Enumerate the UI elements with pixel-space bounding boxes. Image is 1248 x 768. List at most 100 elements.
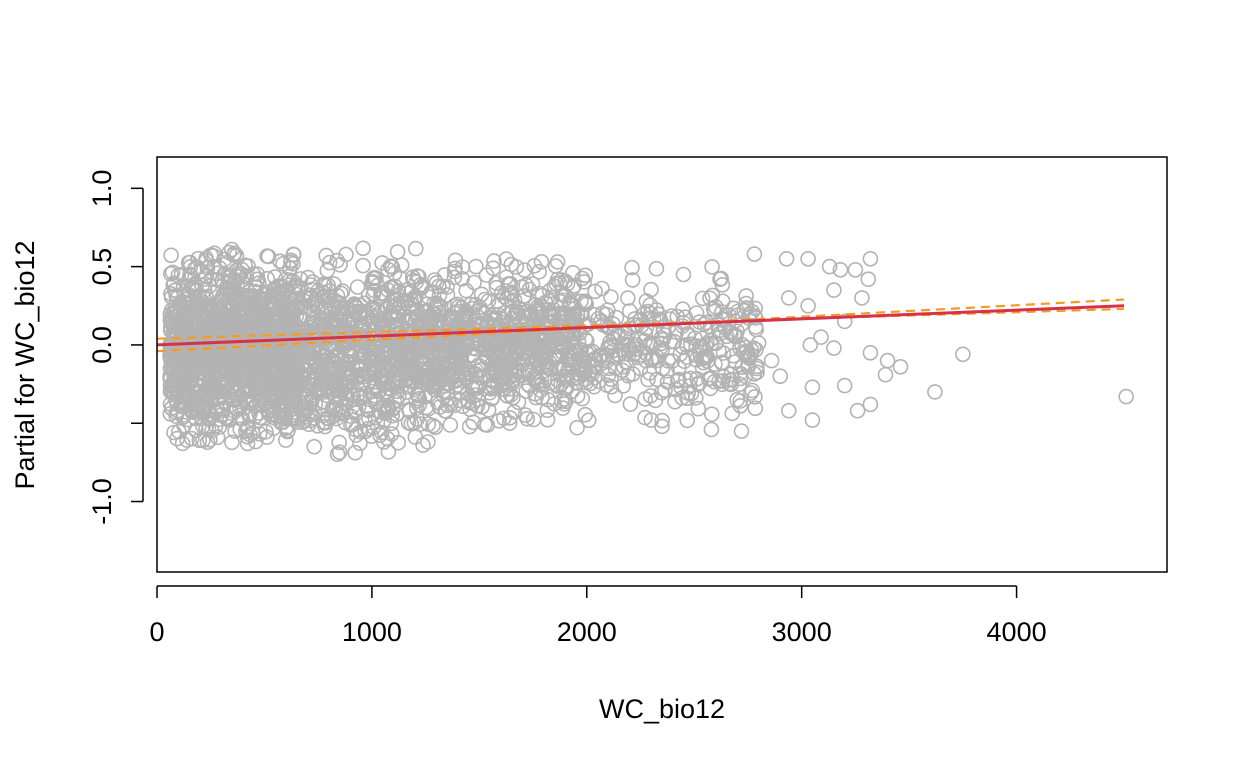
scatter-point (486, 253, 502, 269)
scatter-point (294, 414, 311, 430)
scatter-point (360, 287, 377, 304)
scatter-point (233, 287, 250, 304)
scatter-point (186, 276, 203, 292)
scatter-point (188, 422, 204, 439)
scatter-point (252, 395, 268, 411)
scatter-point (879, 352, 896, 369)
scatter-point (622, 396, 639, 412)
scatter-point (213, 382, 229, 399)
scatter-point (607, 360, 624, 376)
scatter-point (743, 385, 759, 401)
scatter-point (551, 275, 568, 291)
scatter-point (407, 240, 424, 257)
scatter-point (277, 432, 294, 448)
scatter-point (494, 370, 511, 387)
scatter-point (690, 400, 707, 417)
scatter-point (619, 290, 636, 306)
scatter-point (355, 257, 371, 274)
scatter-point (163, 247, 179, 264)
scatter-point (334, 351, 350, 367)
scatter-point (704, 287, 721, 304)
scatter-point (190, 250, 206, 267)
scatter-point (382, 344, 398, 360)
scatter-point (669, 373, 686, 389)
scatter-point (528, 336, 545, 353)
scatter-point (744, 304, 761, 320)
scatter-point (324, 355, 341, 372)
scatter-point (555, 292, 572, 309)
scatter-point (364, 353, 380, 369)
scatter-point (238, 268, 255, 284)
scatter-point (763, 352, 780, 369)
scatter-point (714, 373, 731, 389)
scatter-point (517, 407, 534, 423)
scatter-point (403, 296, 420, 313)
scatter-point (800, 297, 816, 314)
scatter-point (503, 332, 520, 349)
scatter-point (195, 386, 211, 403)
scatter-point (306, 311, 322, 328)
scatter-point (239, 435, 256, 452)
scatter-point (657, 382, 673, 399)
scatter-point (249, 369, 265, 385)
scatter-point (380, 342, 396, 358)
scatter-point (339, 342, 356, 358)
scatter-point (189, 259, 206, 276)
scatter-point (345, 391, 362, 407)
scatter-point (316, 300, 333, 316)
scatter-point (521, 377, 538, 394)
scatter-point (464, 306, 481, 323)
scatter-point (355, 303, 372, 320)
scatter-point (654, 412, 671, 429)
scatter-point (320, 292, 337, 309)
scatter-point (862, 250, 879, 267)
scatter-point (534, 389, 550, 406)
scatter-point (349, 279, 366, 295)
x-tick-label: 4000 (987, 617, 1047, 647)
scatter-point (655, 331, 671, 348)
scatter-points (162, 240, 1134, 463)
scatter-point (278, 419, 295, 436)
scatter-point (955, 346, 971, 363)
scatter-point (329, 252, 345, 269)
scatter-point (305, 410, 322, 426)
scatter-point (332, 376, 349, 393)
scatter-point (551, 361, 568, 377)
scatter-point (163, 285, 179, 302)
scatter-point (193, 296, 209, 313)
scatter-point (638, 293, 655, 309)
scatter-point (362, 391, 378, 408)
scatter-point (455, 373, 472, 389)
scatter-point (244, 288, 260, 304)
scatter-point (171, 296, 188, 313)
scatter-point (386, 307, 402, 324)
scatter-point (748, 321, 765, 338)
scatter-point (242, 426, 258, 443)
scatter-point (282, 260, 298, 277)
scatter-point (703, 406, 720, 423)
scatter-point (694, 290, 711, 307)
scatter-point (485, 379, 502, 396)
scatter-point (166, 371, 183, 387)
scatter-point (662, 311, 678, 327)
scatter-point (442, 417, 459, 433)
scatter-point (407, 429, 424, 445)
scatter-point (199, 260, 216, 276)
scatter-point (892, 358, 909, 375)
scatter-point (624, 272, 641, 288)
scatter-point (707, 299, 724, 315)
scatter-point (163, 265, 179, 282)
scatter-point (436, 349, 452, 365)
scatter-point (327, 317, 344, 334)
scatter-point (231, 265, 248, 282)
scatter-point (451, 392, 468, 409)
scatter-point (279, 282, 295, 298)
scatter-point (469, 397, 486, 414)
scatter-point (276, 402, 293, 419)
scatter-point (600, 339, 617, 355)
scatter-point (393, 257, 410, 273)
scatter-point (296, 369, 312, 386)
scatter-point (292, 394, 309, 411)
scatter-point (614, 362, 631, 379)
scatter-point (184, 430, 200, 447)
